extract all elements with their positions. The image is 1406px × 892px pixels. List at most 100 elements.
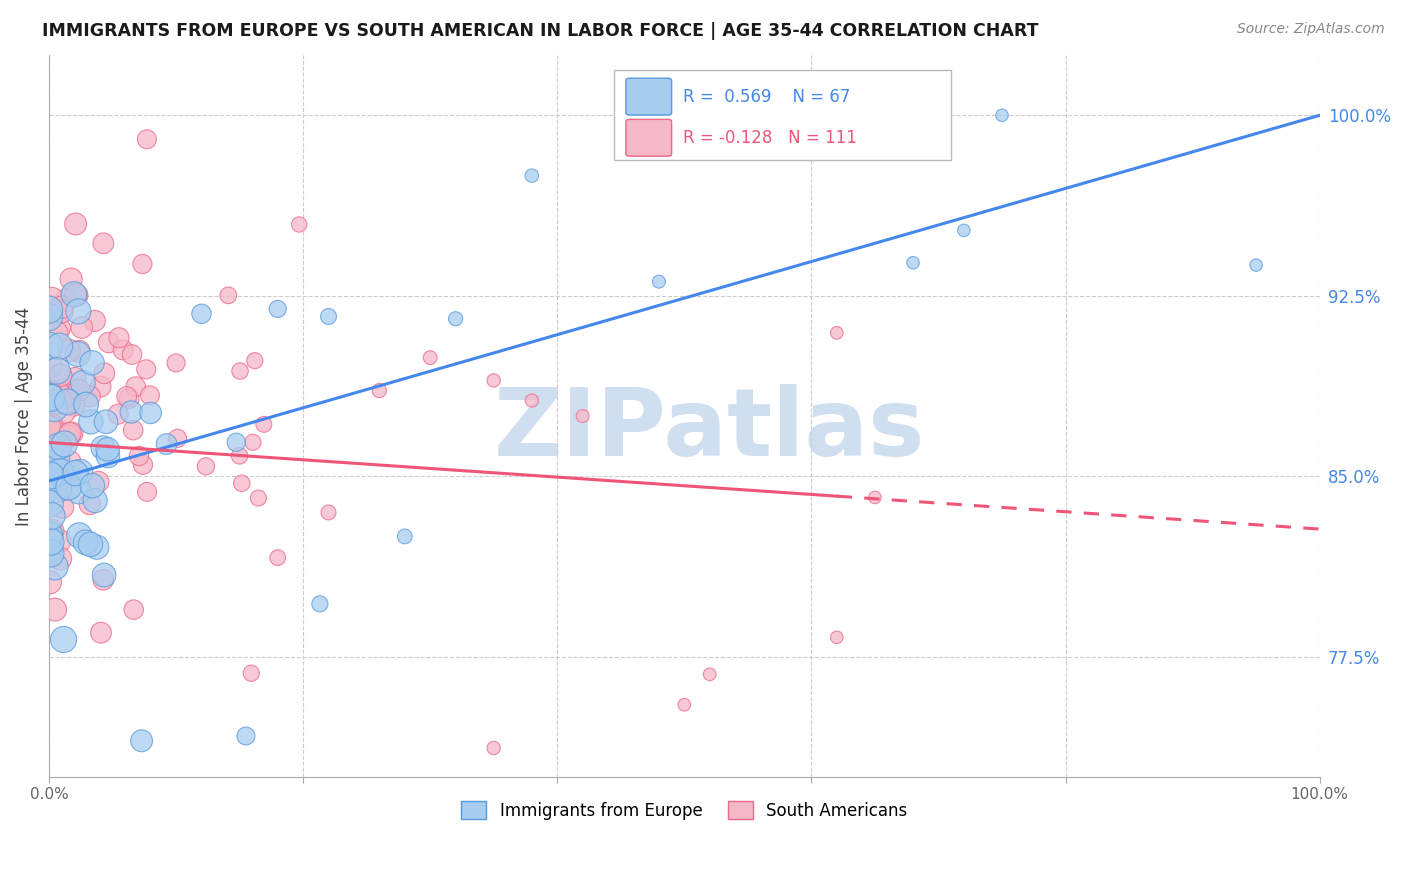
Point [44, 460, 66, 475]
Point [97, 335, 120, 350]
Point [217, 288, 239, 302]
Point [82, 478, 104, 492]
Point [108, 331, 131, 345]
Point [97, 442, 120, 457]
Point [243, 353, 266, 368]
Point [49, 551, 72, 566]
Point [97, 449, 120, 463]
Point [368, 384, 391, 398]
Point [38, 390, 60, 404]
Point [60, 426, 83, 441]
Point [247, 491, 270, 505]
Point [90, 625, 112, 640]
Point [67, 344, 90, 359]
Point [673, 698, 696, 712]
Point [90, 379, 112, 393]
Point [59, 466, 82, 480]
Point [41, 509, 63, 524]
Point [38, 339, 60, 353]
Point [49, 368, 72, 383]
Point [66, 347, 89, 361]
Point [38, 442, 60, 457]
Point [46, 385, 69, 400]
Point [39, 397, 62, 411]
Point [235, 729, 257, 743]
Point [155, 437, 177, 451]
Point [59, 426, 82, 441]
Point [128, 449, 150, 463]
Point [93, 236, 115, 251]
Point [194, 459, 217, 474]
Point [44, 559, 66, 574]
Point [45, 450, 67, 465]
Point [72, 376, 94, 390]
Point [38, 542, 60, 557]
Point [122, 423, 145, 437]
Point [38, 535, 60, 549]
Point [41, 524, 63, 538]
Point [63, 371, 86, 385]
Point [41, 455, 63, 469]
Point [46, 471, 69, 485]
Point [49, 425, 72, 440]
Point [93, 568, 115, 582]
Point [63, 287, 86, 301]
Point [135, 132, 157, 146]
Point [825, 326, 848, 340]
Point [136, 484, 159, 499]
Point [38, 310, 60, 324]
FancyBboxPatch shape [614, 70, 952, 160]
Point [41, 394, 63, 409]
Point [48, 440, 70, 454]
Point [131, 257, 153, 271]
Point [65, 217, 87, 231]
Point [139, 388, 162, 402]
Point [79, 537, 101, 551]
Point [38, 528, 60, 542]
Point [39, 384, 62, 399]
Point [229, 364, 252, 378]
Point [991, 108, 1014, 122]
Point [901, 256, 924, 270]
Point [444, 311, 467, 326]
Point [253, 417, 276, 432]
Point [520, 169, 543, 183]
Point [118, 392, 141, 406]
Point [45, 326, 67, 340]
Point [267, 301, 290, 316]
Point [51, 300, 73, 314]
Point [51, 500, 73, 514]
Point [60, 272, 83, 286]
Legend: Immigrants from Europe, South Americans: Immigrants from Europe, South Americans [454, 795, 914, 826]
Point [190, 307, 212, 321]
Point [288, 218, 311, 232]
Point [39, 534, 62, 549]
Point [1244, 258, 1267, 272]
Point [65, 287, 87, 301]
Point [825, 630, 848, 644]
Point [242, 435, 264, 450]
Point [44, 401, 66, 416]
Point [775, 118, 797, 132]
Point [482, 741, 505, 756]
Point [121, 347, 143, 361]
Point [39, 359, 62, 374]
Point [53, 437, 76, 451]
FancyBboxPatch shape [626, 78, 672, 115]
Point [67, 528, 90, 542]
Point [115, 389, 138, 403]
Point [56, 395, 79, 409]
Point [79, 389, 101, 403]
Y-axis label: In Labor Force | Age 35-44: In Labor Force | Age 35-44 [15, 307, 32, 525]
Point [69, 465, 91, 479]
Point [49, 465, 72, 479]
Point [80, 415, 103, 429]
Point [55, 293, 77, 308]
Point [38, 385, 60, 400]
Text: R =  0.569    N = 67: R = 0.569 N = 67 [683, 87, 851, 105]
Point [107, 407, 129, 421]
Point [648, 275, 671, 289]
Text: R = -0.128   N = 111: R = -0.128 N = 111 [683, 128, 856, 147]
Point [75, 398, 97, 412]
Point [48, 533, 70, 548]
